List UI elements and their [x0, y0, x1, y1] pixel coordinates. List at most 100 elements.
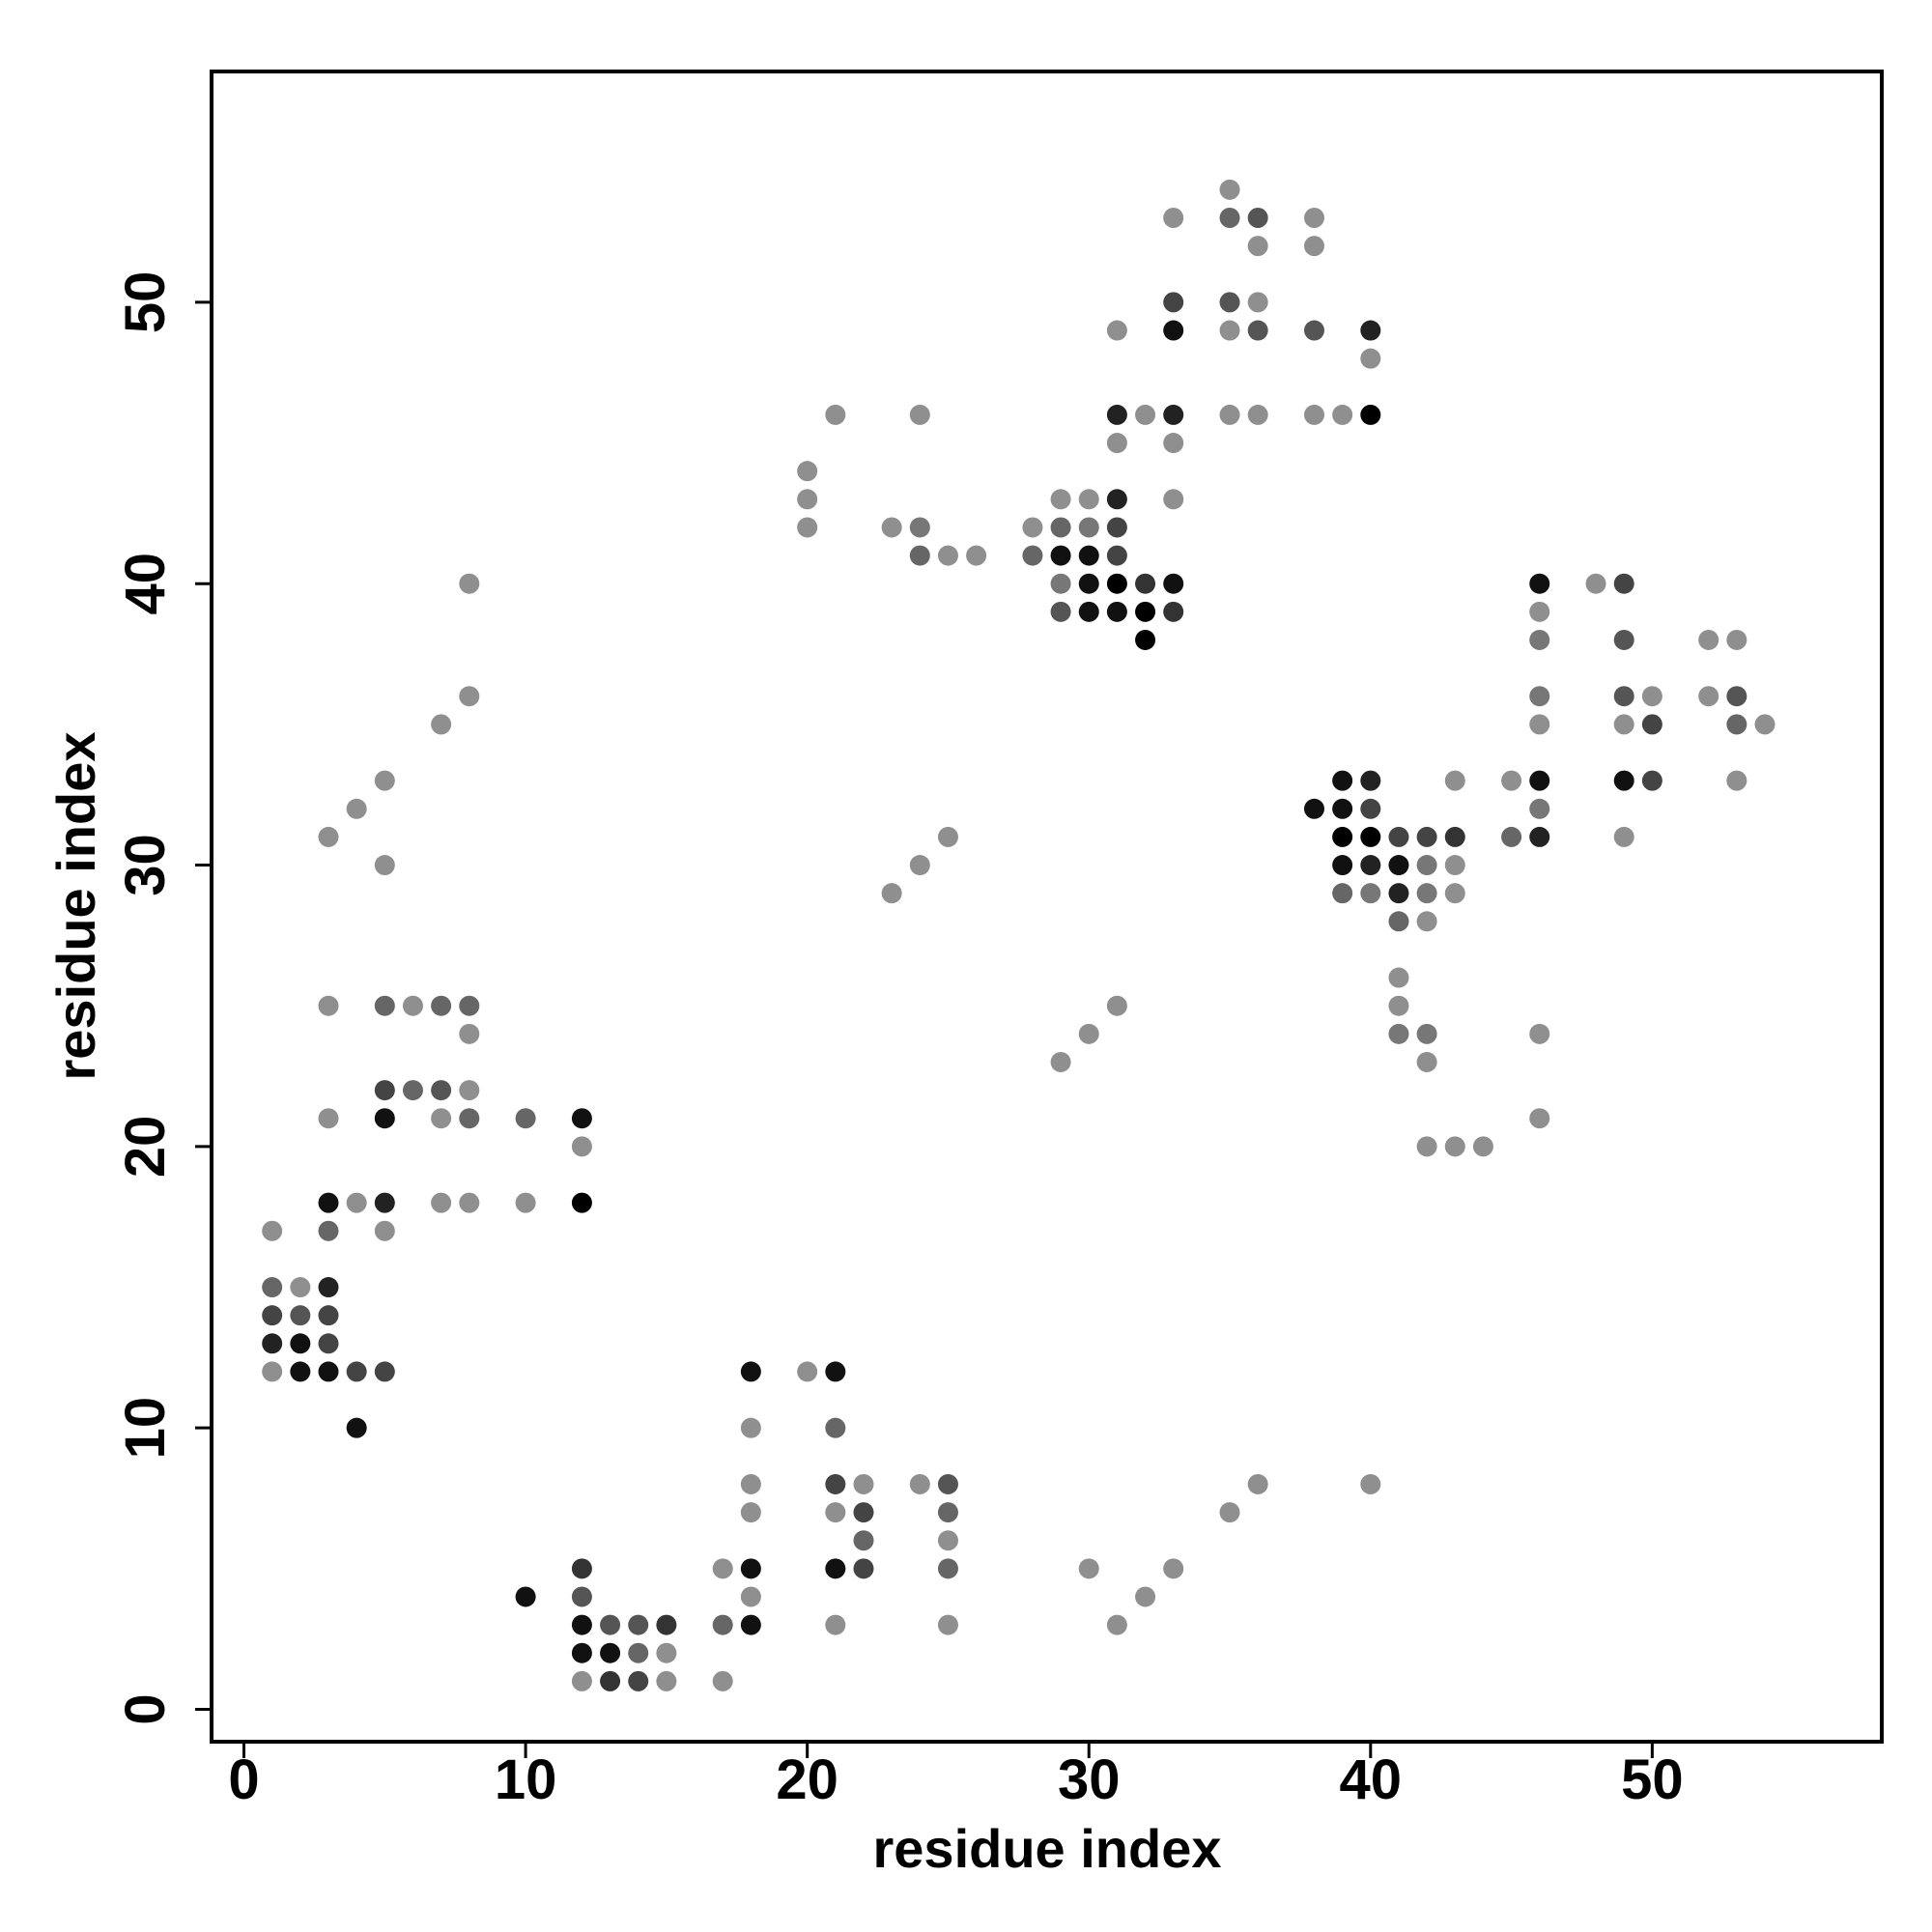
contact-point [1106, 320, 1127, 341]
contact-point [1050, 517, 1071, 538]
contact-point [740, 1614, 761, 1635]
contact-point [1444, 770, 1465, 791]
contact-point [262, 1305, 283, 1326]
contact-point [1050, 489, 1071, 510]
contact-point [374, 1220, 395, 1241]
contact-point [712, 1558, 733, 1579]
contact-point [1247, 292, 1268, 313]
contact-point [374, 770, 395, 791]
contact-point [1332, 826, 1353, 847]
contact-point [1726, 770, 1747, 791]
contact-point [431, 1080, 452, 1101]
contact-point [1698, 686, 1719, 707]
contact-point [1163, 207, 1184, 228]
contact-point [1303, 404, 1324, 425]
contact-point [318, 1192, 339, 1213]
contact-point [374, 995, 395, 1016]
contact-point [1444, 883, 1465, 904]
contact-point [740, 1502, 761, 1523]
contact-point [571, 1192, 592, 1213]
contact-point [1078, 573, 1099, 594]
contact-point [909, 1473, 930, 1494]
contact-point [1050, 601, 1071, 622]
contact-point [1529, 686, 1550, 707]
contact-point [1050, 573, 1071, 594]
contact-point [825, 1473, 846, 1494]
contact-point [1529, 629, 1550, 650]
contact-point [459, 1108, 480, 1129]
contact-point [600, 1642, 621, 1663]
contact-point [1388, 855, 1409, 876]
contact-point [515, 1108, 536, 1129]
x-tick-label: 30 [1058, 1748, 1121, 1811]
contact-point [881, 883, 902, 904]
contact-point [1388, 911, 1409, 932]
contact-point [1726, 714, 1747, 735]
contact-point [1613, 770, 1634, 791]
contact-point [459, 573, 480, 594]
contact-point [797, 1361, 818, 1382]
contact-point [1078, 545, 1099, 566]
contact-point [290, 1333, 311, 1354]
contact-point [459, 1192, 480, 1213]
contact-point [909, 855, 930, 876]
contact-point [1078, 489, 1099, 510]
contact-point [1106, 545, 1127, 566]
contact-point [1332, 798, 1353, 819]
contact-point [1613, 686, 1634, 707]
contact-point [571, 1670, 592, 1691]
contact-point [1613, 629, 1634, 650]
contact-point [1303, 236, 1324, 257]
contact-point [1360, 404, 1381, 425]
contact-point [1501, 770, 1522, 791]
contact-point [1529, 826, 1550, 847]
contact-point [1135, 573, 1156, 594]
contact-point [318, 1220, 339, 1241]
contact-point [1303, 320, 1324, 341]
x-tick-label: 40 [1340, 1748, 1403, 1811]
contact-point [1135, 601, 1156, 622]
contact-point [937, 1473, 958, 1494]
contact-point [571, 1136, 592, 1157]
contact-point [374, 1192, 395, 1213]
contact-point [1388, 995, 1409, 1016]
contact-point [1360, 770, 1381, 791]
contact-point [1219, 179, 1240, 200]
contact-point [1219, 292, 1240, 313]
contact-point [374, 1108, 395, 1129]
contact-point [853, 1530, 874, 1551]
contact-point [1247, 1473, 1268, 1494]
contact-point [1163, 1558, 1184, 1579]
contact-point [1163, 320, 1184, 341]
contact-point [1219, 1502, 1240, 1523]
contact-point [656, 1670, 677, 1691]
contact-point [1360, 855, 1381, 876]
contact-point [1444, 855, 1465, 876]
contact-point [825, 1502, 846, 1523]
contact-point [1163, 404, 1184, 425]
contact-point [1163, 489, 1184, 510]
contact-point [262, 1220, 283, 1241]
contact-point [515, 1586, 536, 1607]
contact-point [1585, 573, 1606, 594]
contact-point [600, 1670, 621, 1691]
contact-point [318, 995, 339, 1016]
contact-point [1416, 1136, 1437, 1157]
contact-point [1501, 826, 1522, 847]
contact-point [1360, 1473, 1381, 1494]
contact-point [1106, 404, 1127, 425]
contact-point [431, 1108, 452, 1129]
y-tick-label: 40 [114, 553, 177, 615]
contact-point [937, 545, 958, 566]
contact-point [797, 517, 818, 538]
x-tick-label: 50 [1621, 1748, 1684, 1811]
contact-point [1078, 1558, 1099, 1579]
plot-frame [210, 70, 1884, 1744]
x-tick-label: 0 [228, 1748, 259, 1811]
contact-point [853, 1502, 874, 1523]
contact-point [571, 1614, 592, 1635]
contact-point [881, 517, 902, 538]
contact-point [1219, 320, 1240, 341]
contact-point [1135, 629, 1156, 650]
